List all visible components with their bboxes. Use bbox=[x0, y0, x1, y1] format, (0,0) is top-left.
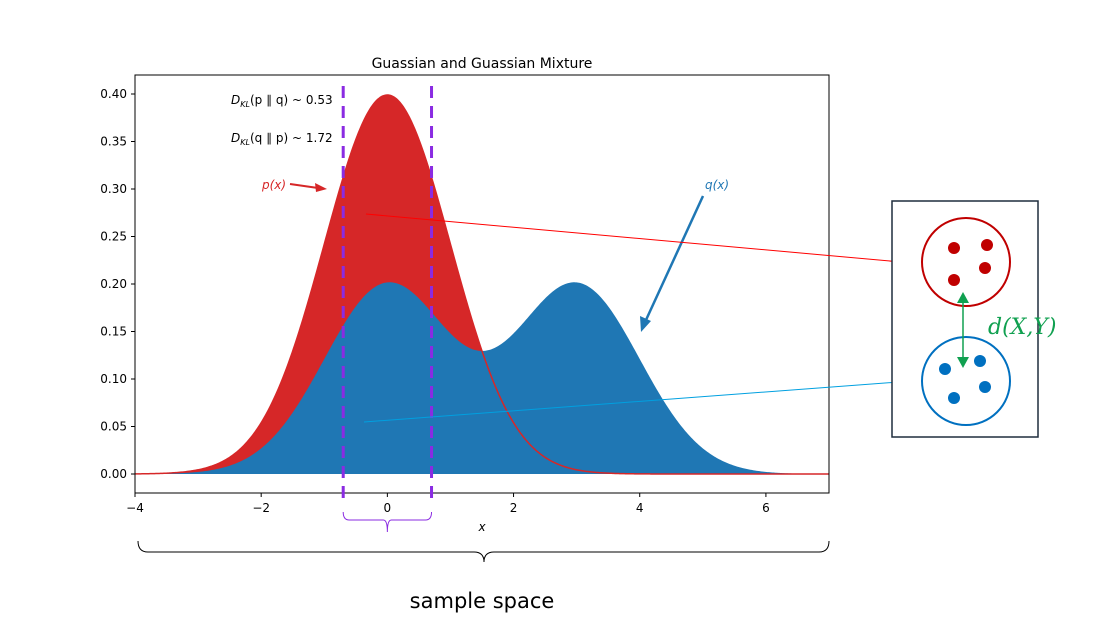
y-tick-label: 0.00 bbox=[100, 467, 127, 481]
y-tick-label: 0.10 bbox=[100, 372, 127, 386]
y-tick-label: 0.30 bbox=[100, 182, 127, 196]
side-panel-box bbox=[891, 200, 1039, 438]
p-density-line bbox=[134, 94, 829, 475]
sample-space-caption: sample space bbox=[410, 589, 555, 613]
kl-qp-prefix: D bbox=[231, 131, 240, 145]
set-x-point bbox=[948, 242, 960, 254]
x-tick-label: 2 bbox=[510, 501, 518, 515]
set-x-circle bbox=[921, 217, 1011, 307]
set-y-point bbox=[979, 381, 991, 393]
set-y-point bbox=[939, 363, 951, 375]
kl-qp-args: (q ∥ p) ~ 1.72 bbox=[250, 131, 333, 145]
set-y-circle bbox=[921, 336, 1011, 426]
y-axis-ticks: 0.00 0.05 0.10 0.15 0.20 0.25 0.30 0.35 0.40 bbox=[100, 87, 135, 481]
q-label-arrow bbox=[644, 195, 705, 321]
kl-qp-sub: KL bbox=[240, 138, 250, 147]
x-tick-label: −2 bbox=[252, 501, 270, 515]
x-axis-ticks: −4 −2 0 2 4 6 bbox=[126, 493, 770, 515]
window-brace bbox=[342, 511, 433, 533]
x-tick-label: 0 bbox=[384, 501, 392, 515]
sample-space-brace bbox=[137, 540, 830, 563]
set-x-point bbox=[948, 274, 960, 286]
q-mixture-area bbox=[135, 282, 829, 474]
y-tick-label: 0.05 bbox=[100, 420, 127, 434]
kl-pq-args: (p ∥ q) ~ 0.53 bbox=[250, 93, 333, 107]
p-label-arrow bbox=[289, 183, 319, 189]
chart-title: Guassian and Guassian Mixture bbox=[372, 56, 593, 72]
kl-pq-prefix: D bbox=[231, 93, 240, 107]
x-axis-label: x bbox=[477, 520, 486, 534]
kl-pq-sub: KL bbox=[240, 100, 250, 109]
y-tick-label: 0.25 bbox=[100, 230, 127, 244]
distance-arrowhead-bottom bbox=[957, 357, 969, 368]
set-y-point bbox=[974, 355, 986, 367]
x-tick-label: 6 bbox=[762, 501, 770, 515]
side-panel: d(X,Y) bbox=[891, 200, 1056, 438]
distance-arrowhead-top bbox=[957, 292, 969, 303]
kl-pq-annotation: DKL(p ∥ q) ~ 0.53 bbox=[231, 93, 333, 109]
set-x-point bbox=[981, 239, 993, 251]
distance-label: d(X,Y) bbox=[988, 315, 1056, 340]
p-label-arrowhead bbox=[315, 183, 327, 192]
x-tick-label: 4 bbox=[636, 501, 644, 515]
set-x-point bbox=[979, 262, 991, 274]
plot-area: −4 −2 0 2 4 6 0.00 0.05 0.10 0.15 0.20 0.25 0.30 0.3… bbox=[100, 74, 830, 533]
kl-qp-annotation: DKL(q ∥ p) ~ 1.72 bbox=[231, 131, 333, 147]
y-tick-label: 0.35 bbox=[100, 135, 127, 149]
x-tick-label: −4 bbox=[126, 501, 144, 515]
q-to-set-y-arrow bbox=[363, 380, 913, 423]
p-to-set-x-arrow bbox=[365, 213, 913, 264]
q-label: q(x) bbox=[705, 178, 729, 192]
p-density-area bbox=[135, 95, 829, 474]
y-tick-label: 0.15 bbox=[100, 325, 127, 339]
y-tick-label: 0.40 bbox=[100, 87, 127, 101]
y-tick-label: 0.20 bbox=[100, 277, 127, 291]
q-label-arrowhead bbox=[640, 316, 651, 332]
p-label: p(x) bbox=[261, 178, 286, 192]
set-y-point bbox=[948, 392, 960, 404]
